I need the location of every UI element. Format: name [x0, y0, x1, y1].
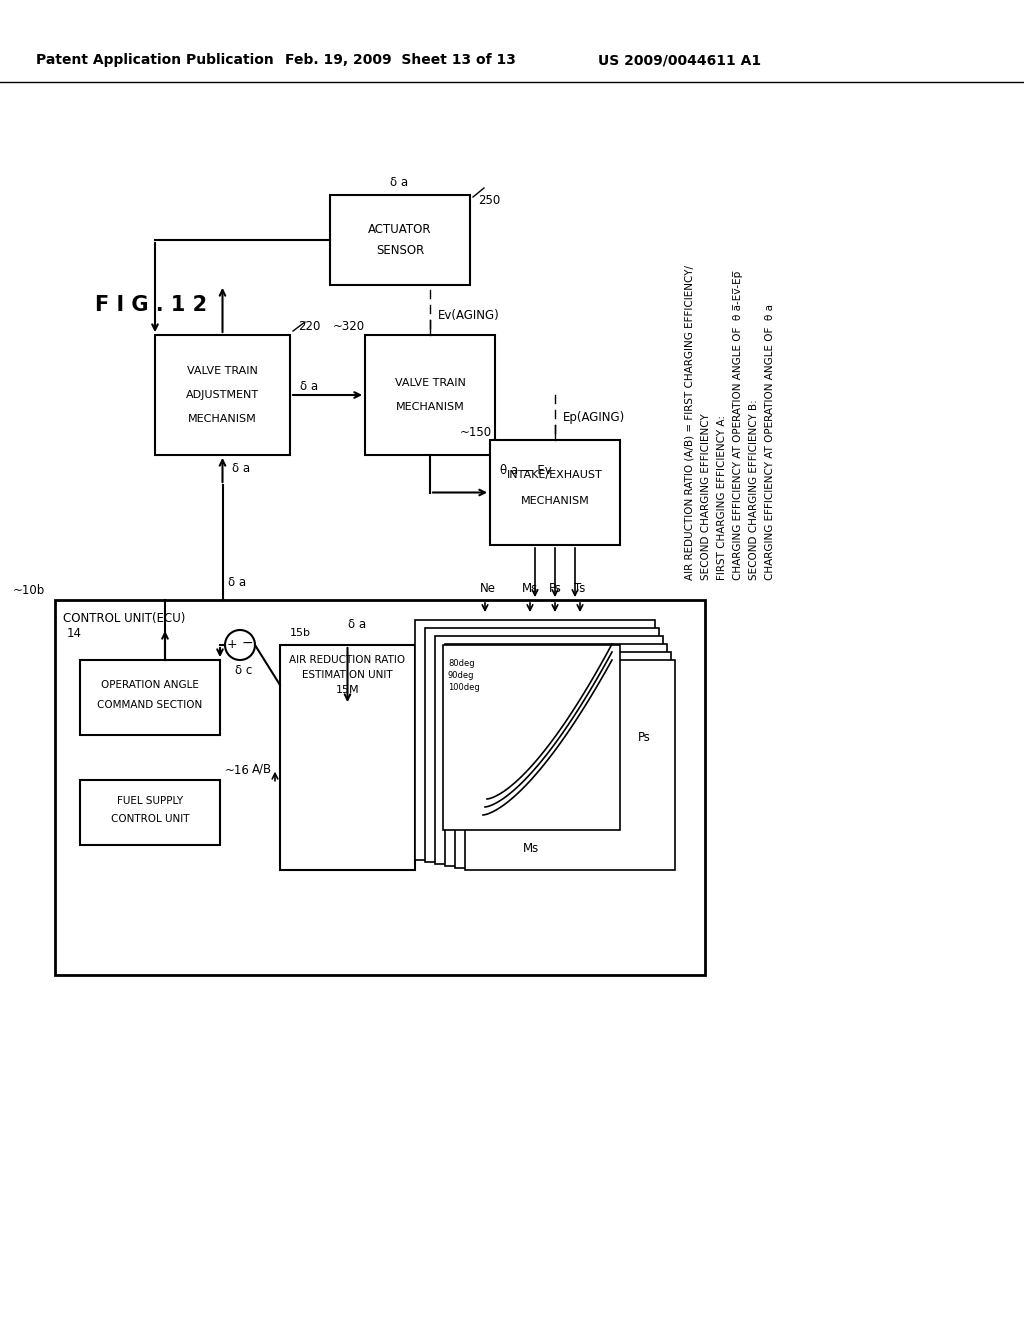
Text: +: +: [226, 638, 238, 651]
Bar: [365, 335, 495, 455]
Text: 15b: 15b: [290, 628, 311, 638]
Text: VALVE TRAIN: VALVE TRAIN: [394, 378, 466, 388]
Bar: [425, 628, 659, 862]
Text: Ms: Ms: [523, 842, 540, 854]
Text: SECOND CHARGING EFFICIENCY B:: SECOND CHARGING EFFICIENCY B:: [749, 399, 759, 579]
Bar: [445, 644, 667, 866]
Text: 100deg: 100deg: [449, 682, 480, 692]
Text: ~16: ~16: [225, 763, 250, 776]
Bar: [55, 601, 705, 975]
Text: OPERATION ANGLE: OPERATION ANGLE: [101, 680, 199, 690]
Bar: [443, 645, 620, 830]
Text: 14: 14: [67, 627, 82, 640]
Text: Feb. 19, 2009  Sheet 13 of 13: Feb. 19, 2009 Sheet 13 of 13: [285, 53, 515, 67]
Text: US 2009/0044611 A1: US 2009/0044611 A1: [598, 53, 762, 67]
Text: δ a: δ a: [390, 177, 409, 190]
Text: ~10b: ~10b: [12, 583, 45, 597]
Text: Ts: Ts: [574, 582, 586, 594]
Text: CHARGING EFFICIENCY AT OPERATION ANGLE OF  θ a̅-Ev̅-Ep̅: CHARGING EFFICIENCY AT OPERATION ANGLE O…: [733, 271, 743, 579]
Bar: [465, 660, 675, 870]
Text: SENSOR: SENSOR: [376, 244, 424, 257]
Text: Ne: Ne: [480, 582, 496, 594]
Text: Ep(AGING): Ep(AGING): [563, 412, 626, 425]
Text: FUEL SUPPLY: FUEL SUPPLY: [117, 796, 183, 807]
Text: CONTROL UNIT: CONTROL UNIT: [111, 814, 189, 824]
Text: 80deg: 80deg: [449, 659, 475, 668]
Text: ~150: ~150: [460, 425, 493, 438]
Text: SECOND CHARGING EFFICIENCY: SECOND CHARGING EFFICIENCY: [701, 413, 711, 579]
Text: Ms: Ms: [522, 582, 539, 594]
Bar: [80, 780, 220, 845]
Text: 15M: 15M: [336, 685, 359, 696]
Text: COMMAND SECTION: COMMAND SECTION: [97, 700, 203, 710]
Text: ACTUATOR: ACTUATOR: [369, 223, 432, 236]
Bar: [415, 620, 655, 861]
Text: δ a: δ a: [300, 380, 318, 393]
Text: δ a: δ a: [347, 619, 366, 631]
Text: MECHANISM: MECHANISM: [395, 403, 464, 412]
Text: MECHANISM: MECHANISM: [520, 496, 590, 506]
Text: VALVE TRAIN: VALVE TRAIN: [187, 366, 258, 376]
Bar: [155, 335, 290, 455]
Text: Ps: Ps: [549, 582, 561, 594]
Bar: [455, 652, 671, 869]
Text: δ a: δ a: [232, 462, 251, 475]
Bar: [280, 645, 415, 870]
Text: Ps: Ps: [638, 731, 651, 744]
Text: FIRST CHARGING EFFICIENCY A:: FIRST CHARGING EFFICIENCY A:: [717, 414, 727, 579]
Text: CONTROL UNIT(ECU): CONTROL UNIT(ECU): [63, 612, 185, 624]
Bar: [80, 660, 220, 735]
Bar: [490, 440, 620, 545]
Text: ADJUSTMENT: ADJUSTMENT: [186, 389, 259, 400]
Text: F I G . 1 2: F I G . 1 2: [95, 294, 207, 315]
Text: −: −: [242, 636, 253, 649]
Text: ESTIMATION UNIT: ESTIMATION UNIT: [302, 671, 393, 680]
Bar: [435, 636, 663, 865]
Text: INTAKE/EXHAUST: INTAKE/EXHAUST: [507, 470, 603, 479]
Text: CHARGING EFFICIENCY AT OPERATION ANGLE OF  θ a: CHARGING EFFICIENCY AT OPERATION ANGLE O…: [765, 304, 775, 579]
Text: AIR REDUCTION RATIO: AIR REDUCTION RATIO: [290, 655, 406, 665]
Text: δ c: δ c: [234, 664, 252, 676]
Text: AIR REDUCTION RATIO (A/B) = FIRST CHARGING EFFICIENCY/: AIR REDUCTION RATIO (A/B) = FIRST CHARGI…: [685, 265, 695, 579]
Text: 250: 250: [478, 194, 501, 206]
Text: MECHANISM: MECHANISM: [188, 414, 257, 424]
Bar: [330, 195, 470, 285]
Text: 90deg: 90deg: [449, 671, 474, 680]
Text: Ev(AGING): Ev(AGING): [438, 309, 500, 322]
Text: Patent Application Publication: Patent Application Publication: [36, 53, 273, 67]
Text: 220: 220: [298, 321, 321, 334]
Text: A/B: A/B: [252, 762, 272, 775]
Text: θ a — Ev: θ a — Ev: [500, 463, 552, 477]
Text: ~320: ~320: [333, 321, 366, 334]
Text: δ a: δ a: [227, 576, 246, 589]
